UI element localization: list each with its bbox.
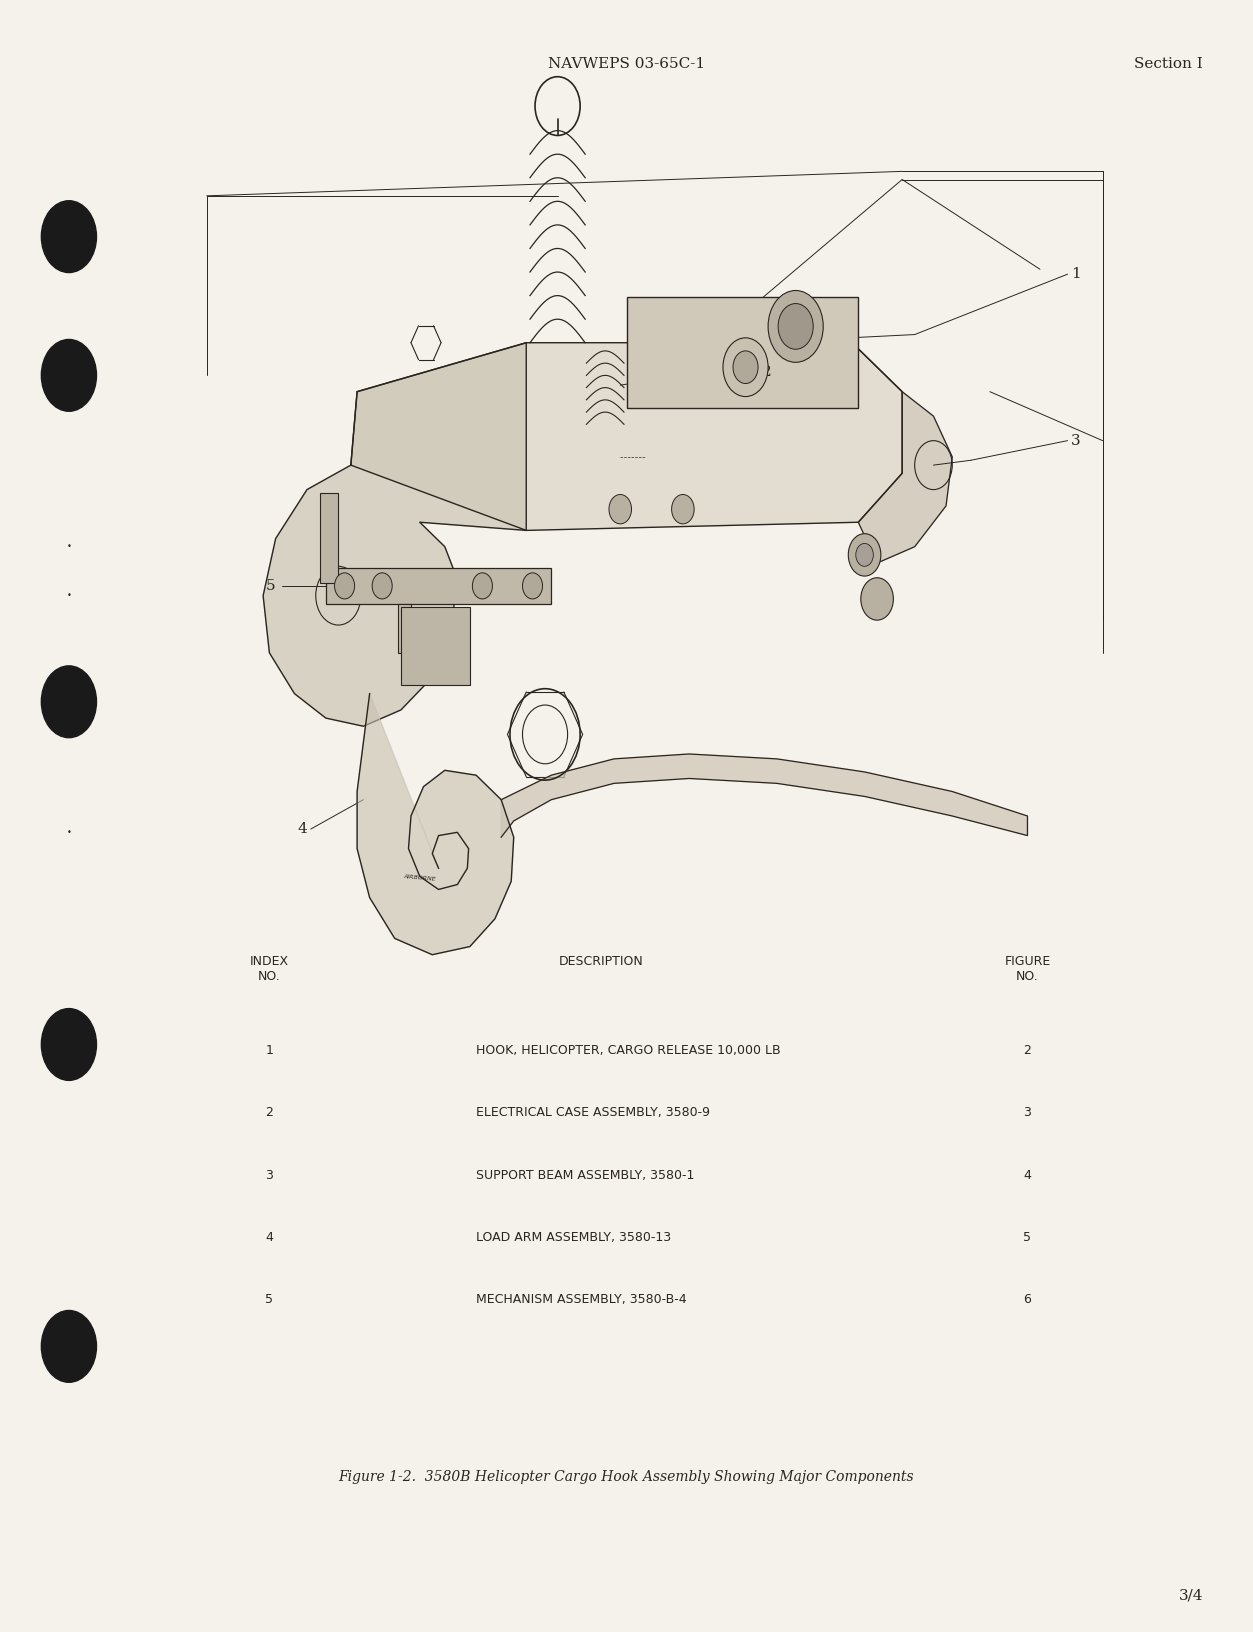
Text: 1: 1 (266, 1044, 273, 1058)
Text: ELECTRICAL CASE ASSEMBLY, 3580-9: ELECTRICAL CASE ASSEMBLY, 3580-9 (476, 1106, 710, 1120)
Circle shape (41, 201, 96, 273)
Polygon shape (852, 343, 952, 563)
Text: MECHANISM ASSEMBLY, 3580-B-4: MECHANISM ASSEMBLY, 3580-B-4 (476, 1293, 687, 1306)
Polygon shape (357, 694, 514, 955)
Text: 5: 5 (1024, 1231, 1031, 1244)
Circle shape (335, 573, 355, 599)
Text: INDEX
NO.: INDEX NO. (249, 955, 289, 982)
Text: HOOK, HELICOPTER, CARGO RELEASE 10,000 LB: HOOK, HELICOPTER, CARGO RELEASE 10,000 L… (476, 1044, 781, 1058)
Text: 2: 2 (1024, 1044, 1031, 1058)
Text: 3: 3 (1024, 1106, 1031, 1120)
FancyBboxPatch shape (626, 297, 858, 408)
Text: AIRBORNE: AIRBORNE (403, 875, 436, 881)
Text: Figure 1-2.  3580B Helicopter Cargo Hook Assembly Showing Major Components: Figure 1-2. 3580B Helicopter Cargo Hook … (338, 1470, 915, 1483)
Circle shape (41, 1009, 96, 1080)
Text: NAVWEPS 03-65C-1: NAVWEPS 03-65C-1 (548, 57, 705, 72)
Circle shape (672, 494, 694, 524)
Circle shape (41, 666, 96, 738)
Text: SUPPORT BEAM ASSEMBLY, 3580-1: SUPPORT BEAM ASSEMBLY, 3580-1 (476, 1169, 694, 1182)
Circle shape (768, 290, 823, 362)
Polygon shape (263, 343, 526, 726)
Polygon shape (501, 754, 1027, 837)
Text: •: • (66, 542, 71, 552)
Text: 3/4: 3/4 (1178, 1588, 1203, 1603)
Bar (398, 604, 411, 653)
Text: LOAD ARM ASSEMBLY, 3580-13: LOAD ARM ASSEMBLY, 3580-13 (476, 1231, 672, 1244)
Circle shape (372, 573, 392, 599)
Text: 2: 2 (762, 366, 772, 379)
Circle shape (41, 1310, 96, 1382)
Text: DESCRIPTION: DESCRIPTION (559, 955, 644, 968)
Circle shape (609, 494, 632, 524)
Polygon shape (351, 343, 902, 530)
Circle shape (523, 573, 543, 599)
Text: 2: 2 (266, 1106, 273, 1120)
Text: 5: 5 (266, 579, 276, 592)
Text: 5: 5 (266, 1293, 273, 1306)
Text: •: • (66, 827, 71, 837)
Circle shape (861, 578, 893, 620)
Text: 4: 4 (1024, 1169, 1031, 1182)
Text: 3: 3 (1071, 434, 1081, 447)
Text: 4: 4 (297, 823, 307, 836)
Bar (326, 568, 551, 604)
Bar (320, 493, 338, 583)
Circle shape (733, 351, 758, 384)
Circle shape (848, 534, 881, 576)
Text: 4: 4 (266, 1231, 273, 1244)
Circle shape (856, 543, 873, 566)
Text: 3: 3 (266, 1169, 273, 1182)
Circle shape (472, 573, 492, 599)
Circle shape (41, 339, 96, 411)
Text: 6: 6 (1024, 1293, 1031, 1306)
Text: 1: 1 (1071, 268, 1081, 281)
Text: Section I: Section I (1134, 57, 1203, 72)
Text: FIGURE
NO.: FIGURE NO. (1005, 955, 1050, 982)
Bar (401, 607, 470, 685)
Circle shape (723, 338, 768, 397)
Circle shape (778, 304, 813, 349)
Text: •: • (66, 591, 71, 601)
